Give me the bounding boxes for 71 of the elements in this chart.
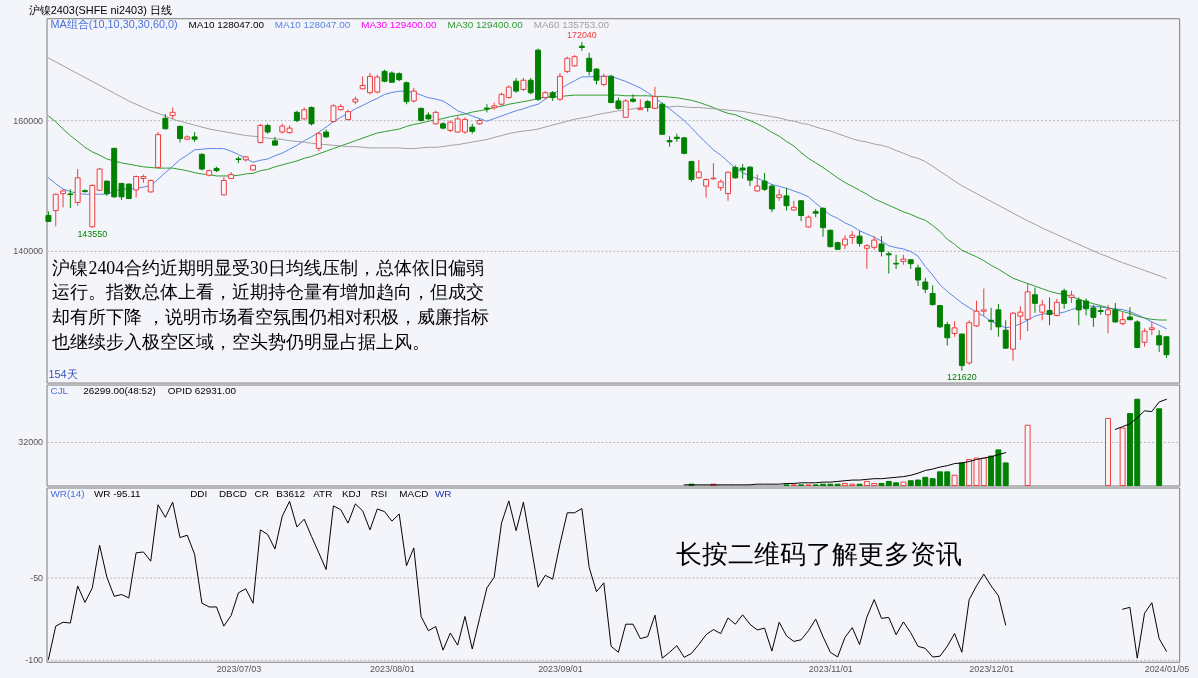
candlestick (308, 105, 315, 126)
text: OPID 62931.00 (167, 385, 237, 397)
annotation: 121620 (947, 371, 977, 382)
annotation: 26299.00(48:52) (83, 385, 156, 397)
candlestick (220, 176, 227, 196)
y-tick-label: 140000 (13, 246, 44, 257)
text: MA10 128047.00 (274, 19, 351, 31)
annotation: 长按二维码了解更多资讯 (675, 539, 962, 569)
annotation: 沪镍2404合约近期明显受30日均线压制，总体依旧偏弱运行。指数总体上看，近期持仓量有增加趋向，但成交却有所下降 ，说明市场看空氛围仍相对积极，威廉指标也继续步入极空区域，空头势仍明显占据上风。 (52, 257, 489, 352)
line-series (47, 57, 1167, 280)
chart-title: WR(14) (50, 488, 85, 500)
annotation: DBCD (218, 488, 247, 500)
candlestick (1031, 287, 1038, 314)
candlestick (1112, 302, 1119, 324)
annotation: ATR (313, 488, 333, 500)
chart-title: CJL (50, 385, 69, 397)
annotation: 172040 (567, 30, 597, 41)
candlestick (1046, 296, 1053, 326)
annotation: 154天 (48, 367, 78, 380)
annotation: DDI (190, 488, 208, 500)
annotation: CR (254, 488, 269, 500)
annotation: WR (435, 488, 452, 500)
legend-title: MA组合(10,10,30,30,60,0) (50, 18, 178, 31)
candlestick (578, 41, 585, 52)
text: MA60 135753.00 (533, 19, 610, 31)
candlestick (783, 187, 790, 212)
annotation: RSI (370, 488, 388, 500)
candlestick (1039, 299, 1046, 321)
y-tick-label: -100 (25, 654, 44, 665)
candlestick (1061, 288, 1068, 310)
text: MA30 129400.00 (447, 19, 524, 31)
candlestick (630, 93, 636, 104)
candlestick (82, 188, 88, 194)
candlestick (703, 177, 710, 199)
bar (958, 462, 965, 487)
y-tick-label: 32000 (18, 437, 44, 448)
candlestick (67, 188, 74, 209)
annotation: 143550 (77, 228, 108, 239)
candlestick (878, 235, 885, 257)
x-tick-label: 2023/11/01 (808, 664, 853, 675)
candlestick (893, 254, 900, 270)
candlestick (556, 72, 563, 102)
candlestick (885, 251, 892, 275)
candlestick (1105, 304, 1111, 334)
series-label: WR -95.11 (93, 488, 142, 500)
candlestick (403, 80, 410, 105)
candlestick (1126, 306, 1133, 321)
candlestick (483, 103, 490, 113)
candlestick (622, 98, 629, 118)
x-tick-label: 2023/07/03 (216, 664, 262, 675)
y-tick-label: -50 (30, 572, 44, 583)
chart-title: 沪镍2403(SHFE ni2403) 日线 (28, 4, 172, 17)
candlestick (915, 264, 921, 287)
y-tick-label: 160000 (13, 116, 44, 127)
annotation: KDJ (341, 488, 361, 500)
legend-label: MA10 128047.00 (188, 19, 265, 31)
candlestick (60, 188, 67, 208)
x-tick-label: 2023/09/01 (538, 664, 583, 675)
candlestick (1002, 319, 1009, 350)
candlestick (929, 284, 936, 307)
candlestick (315, 131, 322, 152)
candlestick (798, 199, 805, 222)
legend-label: MA30 129400.00 (361, 19, 437, 31)
x-tick-label: 2023/08/01 (370, 664, 415, 675)
x-tick-label: 2023/12/01 (969, 664, 1014, 675)
x-tick-label: 2024/01/05 (1144, 664, 1190, 675)
bar (1156, 408, 1163, 487)
annotation: B3612 (276, 488, 305, 500)
annotation: MACD (399, 488, 429, 500)
candlestick (1148, 321, 1155, 336)
candlestick (52, 193, 59, 227)
